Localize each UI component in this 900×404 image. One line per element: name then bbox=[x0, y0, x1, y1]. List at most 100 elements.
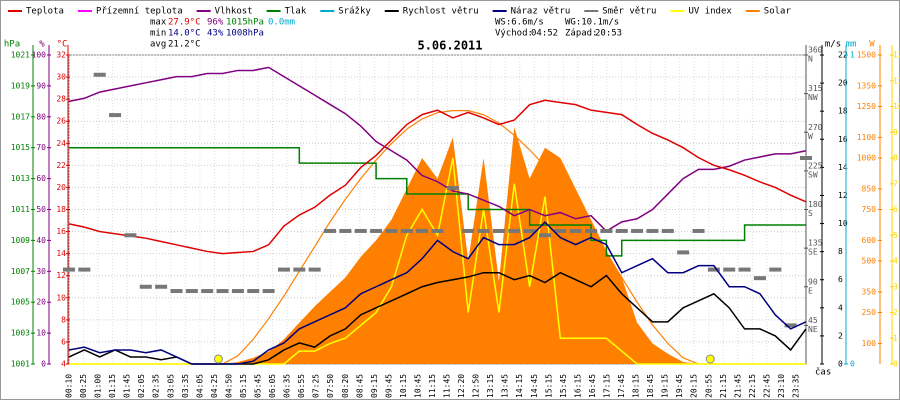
direction-dot bbox=[78, 267, 91, 272]
x-tick-label: 17:45 bbox=[617, 374, 626, 398]
legend-label: Náraz větru bbox=[511, 7, 571, 17]
x-tick-label: 02:35 bbox=[152, 374, 161, 398]
x-tick-label: 18:15 bbox=[632, 374, 641, 398]
y-tick-label: 32 bbox=[56, 51, 66, 60]
sunrise-marker bbox=[213, 354, 223, 364]
legend-label: Vlhkost bbox=[215, 7, 253, 17]
stat: max bbox=[150, 18, 167, 28]
x-tick-label: 05:45 bbox=[254, 374, 263, 398]
y-tick-label: 500 bbox=[862, 257, 877, 266]
series-line bbox=[69, 146, 806, 257]
direction-dot bbox=[554, 228, 567, 233]
y-tick-label: SE bbox=[808, 248, 818, 257]
y-tick-label: 16 bbox=[56, 227, 66, 236]
y-tick-label: 4 bbox=[61, 360, 66, 369]
y-tick-label: 1001 bbox=[11, 360, 30, 369]
y-tick-label: NW bbox=[808, 93, 818, 102]
y-tick-label: 90 bbox=[36, 81, 46, 90]
y-tick-label: 20 bbox=[36, 298, 46, 307]
x-tick-label: 03:05 bbox=[166, 374, 175, 398]
stat: 04:52 bbox=[531, 29, 558, 39]
axis-title: % bbox=[39, 40, 45, 50]
axis-title: mm bbox=[846, 40, 857, 50]
y-tick-label: 600 bbox=[862, 236, 877, 245]
y-tick-label: 18 bbox=[838, 107, 848, 116]
x-tick-label: 14:45 bbox=[530, 374, 539, 398]
x-tick-label: 12:50 bbox=[472, 374, 481, 398]
stat: 27.9°C bbox=[168, 18, 201, 28]
direction-dot bbox=[600, 228, 613, 233]
y-tick-label: 1500 bbox=[857, 51, 876, 60]
direction-dot bbox=[446, 186, 459, 191]
x-tick-label: 01:15 bbox=[108, 374, 117, 398]
y-tick-label: 1000 bbox=[857, 154, 876, 163]
x-tick-label: 01:00 bbox=[94, 374, 103, 398]
y-tick-label: 10 bbox=[893, 102, 900, 111]
stat: 43% bbox=[207, 29, 224, 39]
series-line bbox=[68, 99, 807, 255]
x-tick-label: 04:50 bbox=[224, 374, 233, 398]
legend-label: Rychlost větru bbox=[403, 7, 479, 17]
y-tick-label: 60 bbox=[36, 174, 46, 183]
y-tick-label: 225 bbox=[808, 161, 823, 170]
y-tick-label: NE bbox=[808, 325, 818, 334]
stat: WS:6.6m/s bbox=[495, 18, 544, 28]
y-tick-label: 20 bbox=[56, 183, 66, 192]
x-tick-label: 05:15 bbox=[239, 374, 248, 398]
direction-dot bbox=[293, 267, 306, 272]
axis-title: W bbox=[869, 40, 875, 50]
x-tick-label: 07:50 bbox=[326, 374, 335, 398]
direction-dot bbox=[769, 267, 782, 272]
direction-dot bbox=[508, 228, 521, 233]
y-tick-label: 1005 bbox=[11, 298, 30, 307]
direction-dot bbox=[324, 228, 337, 233]
y-tick-label: 1009 bbox=[11, 236, 30, 245]
y-tick-label: 45 bbox=[808, 316, 818, 325]
direction-dot bbox=[354, 228, 367, 233]
direction-dot bbox=[139, 284, 152, 289]
legend-label: Přízemní teplota bbox=[96, 7, 183, 17]
y-tick-label: 100 bbox=[862, 339, 877, 348]
x-tick-label: 23:35 bbox=[792, 374, 801, 398]
x-tick-label: 13:45 bbox=[501, 374, 510, 398]
y-tick-label: 16 bbox=[838, 135, 848, 144]
y-tick-label: 315 bbox=[808, 84, 823, 93]
direction-dot bbox=[93, 72, 106, 77]
series-line bbox=[68, 66, 807, 233]
direction-dot bbox=[201, 289, 214, 294]
legend-label: Tlak bbox=[285, 7, 307, 17]
y-tick-label: 6 bbox=[893, 205, 898, 214]
y-tick-label: 270 bbox=[808, 123, 823, 132]
y-tick-label: 80 bbox=[36, 112, 46, 121]
series-line bbox=[68, 221, 807, 365]
y-tick-label: E bbox=[808, 286, 813, 295]
x-tick-label: 06:55 bbox=[297, 374, 306, 398]
stat: Západ: bbox=[565, 29, 598, 39]
y-tick-label: 360 bbox=[808, 46, 823, 55]
y-tick-label: 1003 bbox=[11, 329, 30, 338]
y-tick-label: 1015 bbox=[11, 143, 30, 152]
direction-dot bbox=[477, 228, 490, 233]
y-tick-label: 1100 bbox=[857, 133, 876, 142]
chart-title: 5.06.2011 bbox=[417, 39, 482, 53]
y-tick-label: 1021 bbox=[11, 51, 30, 60]
direction-dot bbox=[370, 228, 383, 233]
y-tick-label: 14 bbox=[838, 163, 848, 172]
x-tick-label: 14:15 bbox=[515, 374, 524, 398]
x-tick-label: 02:05 bbox=[137, 374, 146, 398]
y-tick-label: 10 bbox=[56, 293, 66, 302]
y-tick-label: 1019 bbox=[11, 81, 30, 90]
axis-title: °C bbox=[57, 40, 68, 50]
y-tick-label: 8 bbox=[61, 315, 66, 324]
y-tick-label: 70 bbox=[36, 143, 46, 152]
y-tick-label: 250 bbox=[862, 308, 877, 317]
x-tick-label: 06:35 bbox=[283, 374, 292, 398]
y-tick-label: 7 bbox=[893, 179, 898, 188]
direction-dot bbox=[661, 228, 674, 233]
x-tick-label: 00:10 bbox=[65, 374, 74, 398]
direction-dot bbox=[247, 289, 260, 294]
x-tick-label: 19:15 bbox=[661, 374, 670, 398]
x-tick-label: 01:45 bbox=[123, 374, 132, 398]
y-tick-label: 24 bbox=[56, 139, 66, 148]
stat: 20:53 bbox=[595, 29, 622, 39]
